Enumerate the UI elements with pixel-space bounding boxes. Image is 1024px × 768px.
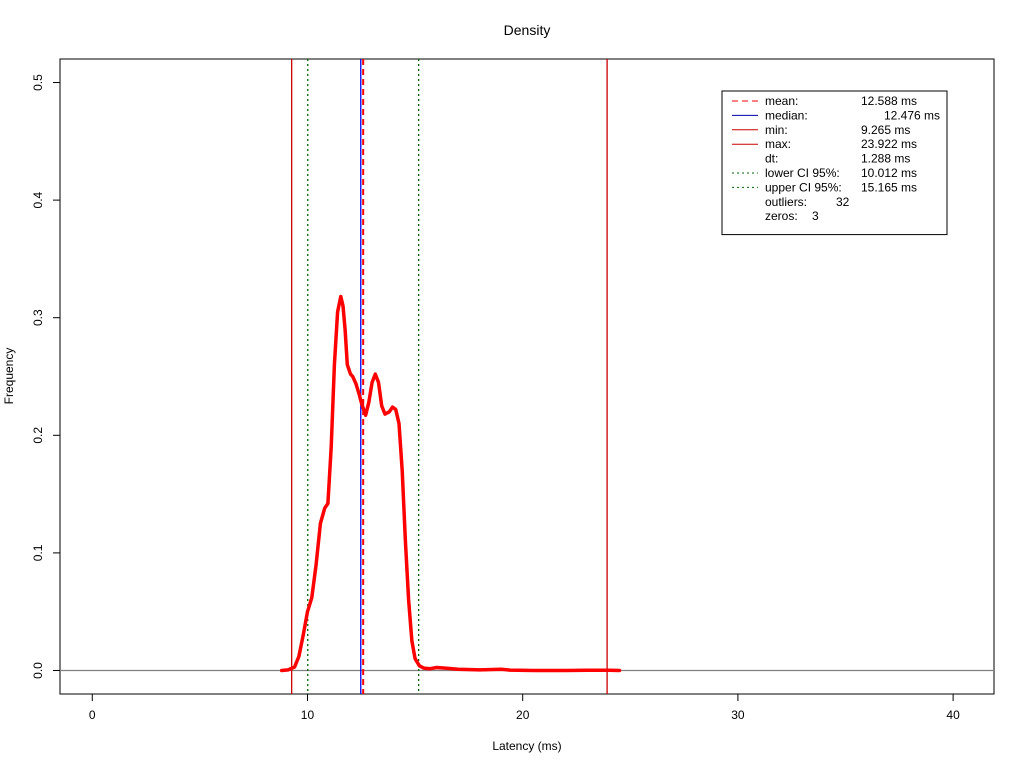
y-tick-label: 0.3 [31, 309, 45, 326]
x-tick-label: 20 [516, 708, 530, 722]
plot-area [59, 58, 995, 695]
legend-value-lower_ci: 10.012 ms [861, 166, 917, 180]
chart-title: Density [504, 22, 551, 38]
plot-frame [59, 58, 995, 695]
legend-label-lower_ci: lower CI 95%: [765, 166, 840, 180]
x-tick-label: 40 [946, 708, 960, 722]
y-tick-label: 0.0 [31, 662, 45, 679]
legend-value-median: 12.476 ms [884, 108, 940, 122]
legend: mean: 12.588 ms median: 12.476 ms min: 9.265 … [721, 90, 948, 236]
legend-value-max: 23.922 ms [861, 137, 917, 151]
legend-value-min: 9.265 ms [861, 123, 910, 137]
legend-value-upper_ci: 15.165 ms [861, 180, 917, 194]
legend-label-zeros: zeros: [765, 209, 798, 223]
y-axis: 0.0 0.1 0.2 0.3 0.4 0.5 [31, 74, 61, 679]
y-tick-label: 0.2 [31, 427, 45, 444]
legend-label-median: median: [765, 108, 808, 122]
legend-value-outliers: 32 [836, 195, 850, 209]
y-tick-label: 0.5 [31, 74, 45, 91]
y-tick-label: 0.4 [31, 191, 45, 208]
legend-label-max: max: [765, 137, 791, 151]
y-axis-label: Frequency [2, 348, 16, 405]
legend-value-dt: 1.288 ms [861, 152, 910, 166]
y-tick-label: 0.1 [31, 544, 45, 561]
x-tick-label: 0 [89, 708, 96, 722]
density-curve [279, 294, 622, 673]
x-tick-label: 30 [731, 708, 745, 722]
legend-box [721, 90, 948, 236]
legend-label-upper_ci: upper CI 95%: [765, 180, 842, 194]
legend-value-zeros: 3 [812, 209, 819, 223]
legend-value-mean: 12.588 ms [861, 94, 917, 108]
x-axis-label: Latency (ms) [492, 739, 561, 753]
legend-label-dt: dt: [765, 152, 778, 166]
legend-label-min: min: [765, 123, 788, 137]
legend-label-outliers: outliers: [765, 195, 807, 209]
x-tick-label: 10 [301, 708, 315, 722]
x-axis: 0 10 20 30 40 [89, 693, 960, 722]
legend-label-mean: mean: [765, 94, 798, 108]
